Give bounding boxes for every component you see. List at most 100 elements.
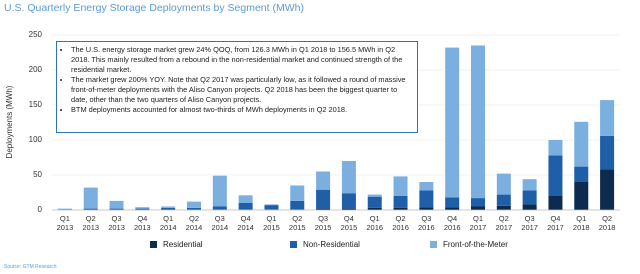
bar xyxy=(548,140,563,156)
chart-title: U.S. Quarterly Energy Storage Deployment… xyxy=(4,2,304,14)
x-tick-label: Q3 2014 xyxy=(211,214,229,232)
x-tick-label: Q1 2013 xyxy=(56,214,74,232)
bar xyxy=(83,187,98,209)
annotation-box: The U.S. energy storage market grew 24% … xyxy=(56,41,418,133)
x-tick-label: Q2 2017 xyxy=(495,214,513,232)
annotation-list: The U.S. energy storage market grew 24% … xyxy=(61,45,413,115)
bar xyxy=(600,169,615,210)
bar xyxy=(187,207,201,210)
bar xyxy=(341,193,356,209)
y-tick-label: 250 xyxy=(29,30,43,39)
annotation-bullet: BTM deployments accounted for almost two… xyxy=(71,105,413,115)
bar xyxy=(574,121,589,167)
y-axis-label: Deployments (MWh) xyxy=(5,85,14,158)
x-tick-label: Q4 2016 xyxy=(443,214,461,232)
x-tick-label: Q3 2013 xyxy=(108,214,125,232)
bar xyxy=(367,196,382,208)
annotation-bullet: The market grew 200% YOY. Note that Q2 2… xyxy=(71,75,413,105)
source: Source: GTM Research xyxy=(4,264,57,270)
y-tick-label: 100 xyxy=(29,135,43,144)
bar xyxy=(57,208,72,210)
bar xyxy=(212,175,227,207)
bar xyxy=(548,155,563,196)
x-tick-label: Q1 2014 xyxy=(159,214,177,232)
bar xyxy=(109,200,124,209)
x-tick-label: Q4 2014 xyxy=(237,214,254,232)
legend-label: Non-Residential xyxy=(303,240,360,249)
bar xyxy=(471,45,485,199)
legend-label: Residential xyxy=(163,240,203,249)
x-tick-label: Q2 2013 xyxy=(82,214,100,232)
x-tick-label: Q2 2016 xyxy=(392,214,409,232)
bar xyxy=(264,204,279,206)
bar xyxy=(522,204,537,210)
x-tick-label: Q4 2017 xyxy=(547,214,564,232)
bar xyxy=(367,194,382,197)
bar xyxy=(341,161,356,194)
bar xyxy=(600,135,615,170)
x-tick-label: Q3 2016 xyxy=(418,214,435,232)
bar xyxy=(393,176,408,196)
annotation-bullet: The U.S. energy storage market grew 24% … xyxy=(71,45,413,75)
y-tick-label: 200 xyxy=(29,65,43,74)
bar xyxy=(393,196,408,208)
y-tick-label: 50 xyxy=(33,170,42,179)
legend-item: Front-of-the-Meter xyxy=(430,240,508,249)
bar xyxy=(83,208,98,210)
bar xyxy=(238,195,253,203)
bar xyxy=(212,206,227,210)
x-tick-label: Q2 2015 xyxy=(288,214,306,232)
legend-swatch xyxy=(430,241,437,248)
bar xyxy=(161,207,176,210)
x-tick-label: Q3 2017 xyxy=(521,214,538,232)
x-tick-label: Q2 2018 xyxy=(598,214,616,232)
legend-item: Residential xyxy=(150,240,203,249)
x-tick-label: Q1 2016 xyxy=(366,214,384,232)
bar xyxy=(316,208,331,210)
x-tick-label: Q1 2018 xyxy=(572,214,590,232)
bar xyxy=(600,100,615,136)
x-tick-label: Q2 2014 xyxy=(185,214,203,232)
bar xyxy=(161,206,176,208)
bar xyxy=(445,197,460,208)
bar xyxy=(316,171,331,190)
bar xyxy=(316,189,331,209)
bar xyxy=(548,196,563,210)
bar xyxy=(574,182,589,210)
bar xyxy=(367,207,382,210)
bar xyxy=(522,190,537,205)
x-tick-label: Q1 2015 xyxy=(263,214,280,232)
bar xyxy=(496,205,511,210)
bar xyxy=(393,207,408,210)
x-tick-label: Q1 2017 xyxy=(469,214,487,232)
x-tick-label: Q4 2013 xyxy=(134,214,151,232)
bar xyxy=(419,182,434,191)
y-tick-label: 0 xyxy=(38,205,43,214)
legend-label: Front-of-the-Meter xyxy=(443,240,508,249)
bar xyxy=(471,206,485,210)
bar xyxy=(496,173,511,195)
bar xyxy=(109,208,124,210)
legend-item: Non-Residential xyxy=(290,240,360,249)
bar xyxy=(341,208,356,210)
bar xyxy=(445,207,460,210)
bar xyxy=(187,201,201,208)
bar xyxy=(574,166,589,182)
x-tick-label: Q4 2015 xyxy=(340,214,358,232)
bar xyxy=(264,205,279,210)
bar xyxy=(471,198,485,207)
legend-swatch xyxy=(290,241,297,248)
bar xyxy=(419,190,434,208)
legend-swatch xyxy=(150,241,157,248)
bar xyxy=(419,207,434,210)
x-tick-label: Q3 2015 xyxy=(314,214,332,232)
bar xyxy=(135,208,150,210)
bar xyxy=(238,203,253,210)
y-tick-label: 150 xyxy=(29,100,43,109)
bar xyxy=(290,200,305,210)
bar xyxy=(290,185,305,201)
bar xyxy=(522,179,537,191)
bar xyxy=(135,207,150,209)
